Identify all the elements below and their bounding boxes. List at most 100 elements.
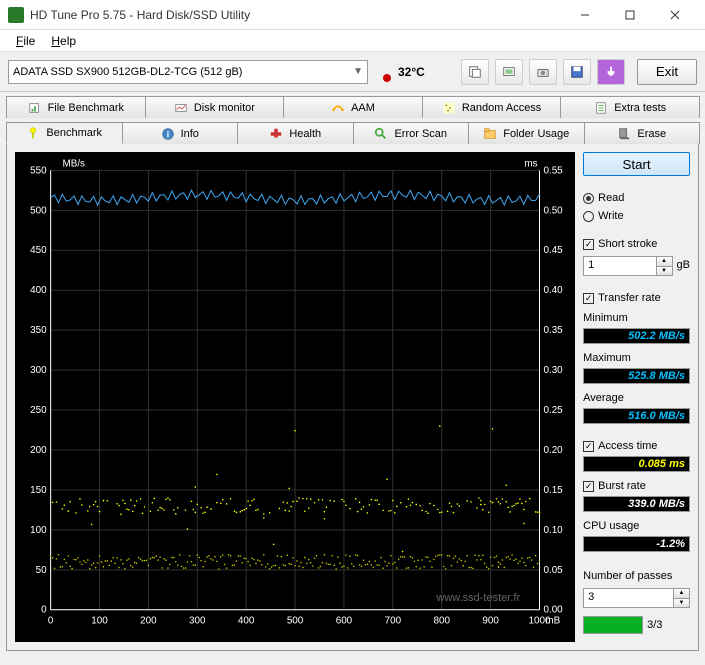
temperature-text: 32°C: [398, 65, 425, 79]
tab-error-scan[interactable]: Error Scan: [353, 122, 470, 144]
num-passes-input[interactable]: 3 ▲ ▼: [583, 588, 690, 608]
svg-text:250: 250: [30, 405, 47, 416]
tab-icon: i: [161, 127, 175, 141]
tab-disk-monitor[interactable]: Disk monitor: [145, 96, 285, 118]
svg-text:550: 550: [30, 165, 47, 176]
spin-down-icon[interactable]: ▼: [674, 599, 689, 608]
svg-text:700: 700: [385, 616, 402, 627]
svg-text:ms: ms: [524, 158, 537, 169]
access-time-check[interactable]: ✓ Access time: [583, 440, 690, 452]
temperature-display: 32°C: [380, 62, 425, 82]
maximum-value: 525.8 MB/s: [583, 368, 690, 384]
drive-select-text: ADATA SSD SX900 512GB-DL2-TCG (512 gB): [13, 66, 242, 78]
save-button[interactable]: [563, 59, 591, 85]
short-stroke-check[interactable]: ✓ Short stroke: [583, 238, 690, 250]
tab-label: Benchmark: [46, 127, 102, 139]
tab-random-access[interactable]: Random Access: [422, 96, 562, 118]
tab-label: Erase: [637, 128, 666, 140]
short-stroke-value: 1: [584, 257, 655, 275]
spin-up-icon[interactable]: ▲: [657, 257, 672, 267]
options-button[interactable]: [597, 59, 625, 85]
close-button[interactable]: [652, 1, 697, 29]
read-label: Read: [598, 192, 624, 204]
copy-screenshot-button[interactable]: [495, 59, 523, 85]
svg-text:0: 0: [48, 616, 54, 627]
tab-erase[interactable]: Erase: [584, 122, 701, 144]
tab-icon: [374, 127, 388, 141]
cpu-usage-label: CPU usage: [583, 520, 690, 532]
checkbox-icon: ✓: [583, 293, 594, 304]
access-time-value: 0.085 ms: [583, 456, 690, 472]
drive-select[interactable]: ADATA SSD SX900 512GB-DL2-TCG (512 gB) ▼: [8, 60, 368, 84]
svg-text:0.15: 0.15: [543, 485, 563, 496]
radio-icon: [583, 211, 594, 222]
progress-bar: [583, 616, 643, 634]
tab-file-benchmark[interactable]: File Benchmark: [6, 96, 146, 118]
svg-text:0.25: 0.25: [543, 405, 563, 416]
window-title: HD Tune Pro 5.75 - Hard Disk/SSD Utility: [30, 8, 562, 22]
tab-label: Random Access: [462, 102, 541, 114]
maximize-button[interactable]: [607, 1, 652, 29]
exit-button[interactable]: Exit: [637, 59, 697, 85]
svg-text:0.05: 0.05: [543, 565, 563, 576]
read-radio[interactable]: Read: [583, 192, 690, 204]
maximum-label: Maximum: [583, 352, 690, 364]
svg-text:100: 100: [91, 616, 108, 627]
tab-icon: [483, 127, 497, 141]
transfer-rate-label: Transfer rate: [598, 292, 661, 304]
svg-text:0.10: 0.10: [543, 525, 563, 536]
write-label: Write: [598, 210, 623, 222]
tab-label: AAM: [351, 102, 375, 114]
tabs-row-secondary: File Benchmark Disk monitor AAM Random Acce…: [0, 92, 705, 118]
minimize-button[interactable]: [562, 1, 607, 29]
write-radio[interactable]: Write: [583, 210, 690, 222]
svg-text:200: 200: [30, 445, 47, 456]
svg-text:800: 800: [433, 616, 450, 627]
tab-label: Error Scan: [394, 128, 447, 140]
svg-text:300: 300: [30, 365, 47, 376]
menu-help[interactable]: Help: [43, 32, 84, 50]
tab-label: Info: [181, 128, 199, 140]
menu-file[interactable]: File: [8, 32, 43, 50]
checkbox-icon: ✓: [583, 441, 594, 452]
minimum-label: Minimum: [583, 312, 690, 324]
svg-text:0.30: 0.30: [543, 365, 563, 376]
svg-text:0.20: 0.20: [543, 445, 563, 456]
num-passes-value: 3: [584, 589, 673, 607]
svg-text:0.35: 0.35: [543, 325, 563, 336]
tabs-row-primary: Benchmark i Info Health Error Scan Folder Usa…: [0, 118, 705, 144]
transfer-rate-check[interactable]: ✓ Transfer rate: [583, 292, 690, 304]
spin-up-icon[interactable]: ▲: [674, 589, 689, 599]
num-passes-label: Number of passes: [583, 570, 690, 582]
spin-down-icon[interactable]: ▼: [657, 267, 672, 276]
content-area: 00.00500.051000.101500.152000.202500.253…: [6, 144, 699, 651]
start-button[interactable]: Start: [583, 152, 690, 176]
tab-aam[interactable]: AAM: [283, 96, 423, 118]
tab-label: Folder Usage: [503, 128, 569, 140]
tab-folder-usage[interactable]: Folder Usage: [468, 122, 585, 144]
short-stroke-input[interactable]: 1 ▲ ▼: [583, 256, 672, 276]
titlebar: HD Tune Pro 5.75 - Hard Disk/SSD Utility: [0, 0, 705, 30]
side-panel: Start Read Write ✓ Short stroke 1 ▲ ▼ gB: [583, 152, 690, 642]
burst-rate-check[interactable]: ✓ Burst rate: [583, 480, 690, 492]
checkbox-icon: ✓: [583, 239, 594, 250]
svg-text:i: i: [166, 129, 168, 139]
screenshot-button[interactable]: [529, 59, 557, 85]
tab-label: Health: [289, 128, 321, 140]
svg-text:0.45: 0.45: [543, 245, 563, 256]
svg-text:350: 350: [30, 325, 47, 336]
progress-row: 3/3: [583, 616, 690, 634]
svg-text:50: 50: [36, 565, 47, 576]
tab-health[interactable]: Health: [237, 122, 354, 144]
svg-text:0.50: 0.50: [543, 205, 563, 216]
tab-info[interactable]: i Info: [122, 122, 239, 144]
tab-label: Disk monitor: [194, 102, 255, 114]
copy-info-button[interactable]: [461, 59, 489, 85]
svg-text:500: 500: [287, 616, 304, 627]
burst-rate-value: 339.0 MB/s: [583, 496, 690, 512]
tab-benchmark[interactable]: Benchmark: [6, 122, 123, 144]
tab-icon: [442, 101, 456, 115]
tab-icon: [594, 101, 608, 115]
tab-extra-tests[interactable]: Extra tests: [560, 96, 700, 118]
svg-text:0: 0: [41, 605, 47, 616]
